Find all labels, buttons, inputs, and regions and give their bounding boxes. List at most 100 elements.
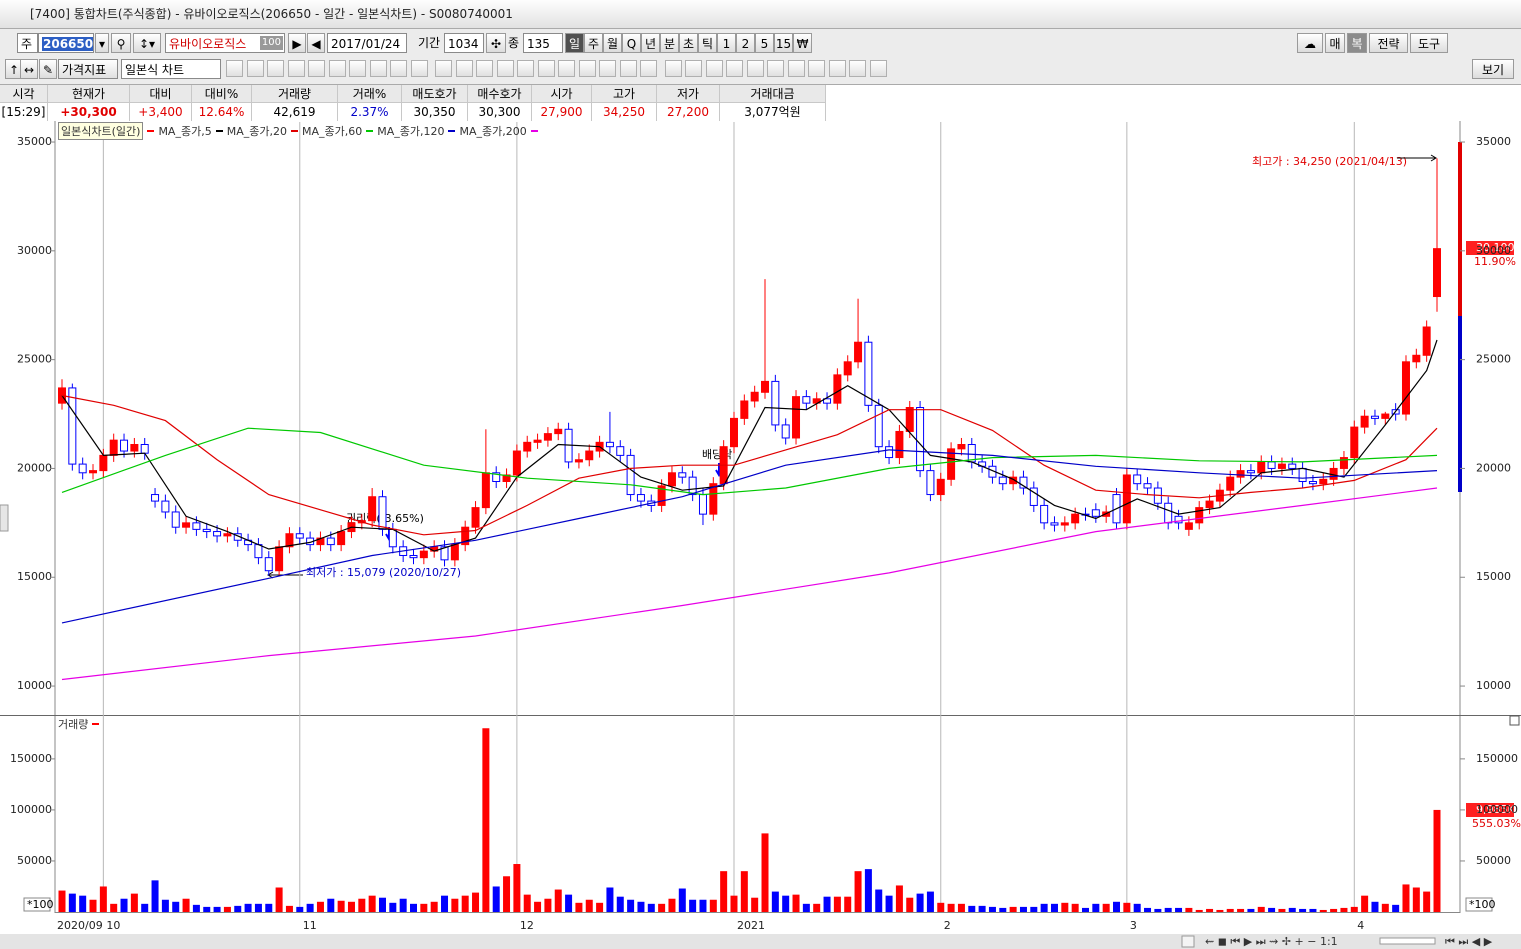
tool-icon[interactable]: [726, 60, 743, 77]
name-box[interactable]: 유바이오로직스 100: [165, 33, 285, 53]
volume-bar: [441, 895, 449, 912]
count-input[interactable]: 135: [523, 33, 563, 53]
interval-button[interactable]: 15: [774, 33, 793, 53]
volume-bar: [1361, 895, 1369, 912]
tool-icon[interactable]: [746, 60, 764, 77]
tool-icon[interactable]: [328, 60, 346, 77]
volume-bar: [565, 894, 573, 912]
y-tick-label: 30000: [1476, 244, 1511, 257]
volume-bar: [968, 905, 976, 912]
tool-icon[interactable]: [226, 60, 243, 77]
candle-body: [998, 476, 1007, 485]
code-input[interactable]: 206650: [38, 33, 94, 53]
tool-icon[interactable]: [537, 60, 555, 77]
interval-button[interactable]: 월: [603, 33, 622, 53]
market-select[interactable]: 주: [17, 33, 38, 53]
tool-icon[interactable]: [664, 60, 682, 77]
tool-icon[interactable]: [246, 60, 264, 77]
tool-icon[interactable]: [640, 60, 657, 77]
tool-icon[interactable]: [267, 60, 284, 77]
dropdown[interactable]: ▾: [95, 33, 109, 53]
volume-bar: [937, 902, 945, 912]
range-bar-down: [1458, 316, 1462, 492]
style-select[interactable]: 일본식 차트: [121, 59, 221, 79]
cloud-button[interactable]: ☁: [1297, 33, 1323, 53]
menu-button[interactable]: 매: [1325, 33, 1345, 53]
candle-body: [543, 433, 552, 441]
indicator-button[interactable]: 가격지표: [58, 59, 118, 79]
tool-icon[interactable]: [517, 60, 534, 77]
tool-icon[interactable]: [808, 60, 825, 77]
tool-icon[interactable]: [787, 60, 805, 77]
zoom-button[interactable]: ✣: [486, 33, 506, 53]
tool-icon[interactable]: [476, 60, 493, 77]
date-box[interactable]: 2017/01/24: [327, 33, 407, 53]
search-button[interactable]: ⚲: [111, 33, 131, 53]
code-text: 206650: [42, 37, 94, 51]
tool-icon[interactable]: [849, 60, 866, 77]
tool-edit[interactable]: ✎: [39, 59, 57, 79]
tool-icon[interactable]: [619, 60, 637, 77]
tool-icon[interactable]: [308, 60, 325, 77]
tool-icon[interactable]: [828, 60, 846, 77]
tool-up[interactable]: ↑: [5, 59, 23, 79]
candle-body: [957, 444, 966, 450]
candle-body: [854, 341, 863, 363]
volume-bar: [802, 903, 810, 912]
side-tab[interactable]: [0, 504, 9, 532]
nav-icons[interactable]: ⏮ ⏭ ◀ ▶: [1445, 935, 1493, 948]
chart-background: [0, 121, 1521, 934]
tool-icon[interactable]: [599, 60, 616, 77]
tool-icon[interactable]: [435, 60, 452, 77]
tool-icon[interactable]: [455, 60, 473, 77]
scroll-button[interactable]: [1181, 935, 1195, 948]
tool-icon[interactable]: [705, 60, 723, 77]
prev-button[interactable]: ◀: [307, 33, 325, 53]
interval-button[interactable]: 분: [660, 33, 679, 53]
interval-button[interactable]: 2: [736, 33, 755, 53]
interval-button[interactable]: 5: [755, 33, 774, 53]
interval-button[interactable]: Q: [622, 33, 641, 53]
interval-button[interactable]: 일: [565, 33, 584, 53]
playback-icons[interactable]: ⇜ ◼ ⏮ ▶ ⏭ ⇝ ✢ + − 1:1: [1205, 935, 1338, 948]
tool-icon[interactable]: [578, 60, 596, 77]
quote-header: 시가: [532, 85, 592, 103]
volume-bar: [316, 901, 324, 912]
volume-bar: [244, 903, 252, 912]
tool-icon[interactable]: [558, 60, 575, 77]
candle-body: [740, 400, 749, 419]
volume-bar: [1185, 907, 1193, 912]
tool-icon[interactable]: [369, 60, 387, 77]
interval-button[interactable]: 1: [717, 33, 736, 53]
volume-bar: [978, 905, 986, 912]
next-button[interactable]: ▶: [288, 33, 306, 53]
volume-bar: [554, 889, 562, 912]
view-button[interactable]: 보기: [1472, 59, 1514, 79]
menu-button[interactable]: 전략: [1369, 33, 1408, 53]
tool-icon[interactable]: [869, 60, 887, 77]
tool-icon[interactable]: [410, 60, 428, 77]
tool-icon[interactable]: [685, 60, 702, 77]
tool-icon[interactable]: [390, 60, 407, 77]
interval-button[interactable]: 주: [584, 33, 603, 53]
menu-button[interactable]: 도구: [1410, 33, 1448, 53]
tool-icon[interactable]: [496, 60, 514, 77]
tool-icon[interactable]: [349, 60, 366, 77]
volume-bar: [1350, 906, 1358, 912]
interval-button[interactable]: 초: [679, 33, 698, 53]
menu-button[interactable]: 복: [1347, 33, 1367, 53]
volume-bar: [647, 903, 655, 912]
close-panel[interactable]: [1509, 715, 1520, 726]
candle-body: [99, 454, 108, 472]
interval-button[interactable]: 년: [641, 33, 660, 53]
period-input[interactable]: 1034: [444, 33, 484, 53]
interval-button[interactable]: 틱: [698, 33, 717, 53]
tool-lr[interactable]: ↔: [20, 59, 38, 79]
sort-button[interactable]: ↕▾: [133, 33, 161, 53]
interval-button[interactable]: ₩: [793, 33, 812, 53]
candle-body: [1205, 500, 1214, 509]
tool-icon[interactable]: [767, 60, 784, 77]
scroll-bar[interactable]: [0, 934, 1521, 949]
zoom-slider[interactable]: [1379, 937, 1436, 945]
tool-icon[interactable]: [287, 60, 305, 77]
